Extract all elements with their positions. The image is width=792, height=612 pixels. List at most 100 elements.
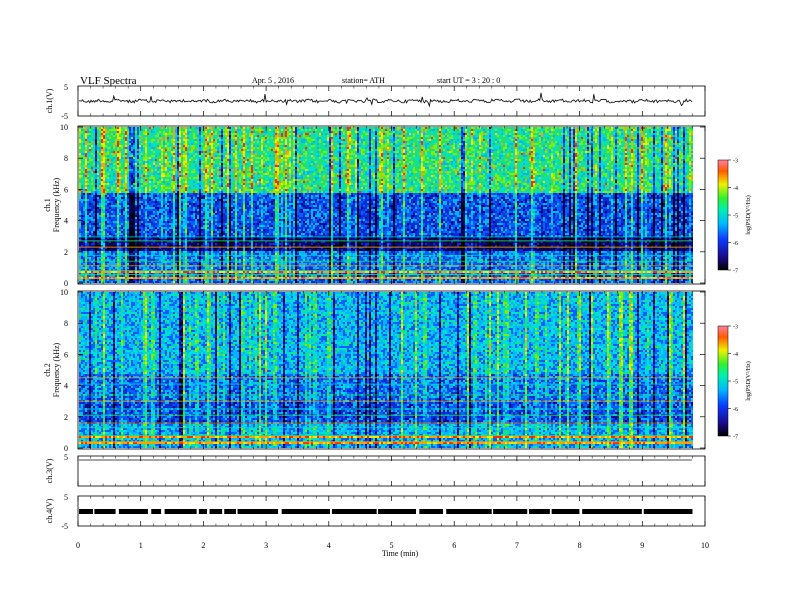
spectrogram-cell	[91, 143, 93, 145]
spectrogram-cell	[93, 173, 95, 175]
spectrogram-cell	[89, 151, 91, 153]
spectrogram-cell	[83, 221, 85, 223]
spectrogram-cell	[89, 209, 91, 211]
spectrogram-cell	[91, 211, 93, 213]
spectrogram-cell	[97, 149, 99, 151]
spectrogram-cell	[99, 135, 101, 137]
spectrogram-cell	[81, 181, 83, 183]
spectrogram-cell	[79, 175, 81, 177]
spectrogram-cell	[83, 259, 85, 261]
spectrogram-cell	[93, 181, 95, 183]
spectrogram-cell	[95, 275, 97, 277]
spectrogram-cell	[95, 205, 97, 207]
spectrogram-cell	[93, 243, 95, 245]
spectrogram-cell	[89, 135, 91, 137]
spectrogram-cell	[83, 257, 85, 259]
spectrogram-cell	[93, 199, 95, 201]
spectrogram-cell	[97, 193, 99, 195]
spectrogram-cell	[91, 229, 93, 231]
spectrogram-cell	[93, 183, 95, 185]
spectrogram-cell	[87, 127, 89, 129]
spectrogram-cell	[89, 227, 91, 229]
spectrogram-cell	[85, 165, 87, 167]
start-time-label: start UT = 3 : 20 : 0	[437, 76, 500, 85]
spectrogram-cell	[85, 147, 87, 149]
spectrogram-cell	[81, 137, 83, 139]
spectrogram-cell	[83, 137, 85, 139]
spectrogram-cell	[97, 253, 99, 255]
spectrogram-cell	[83, 211, 85, 213]
spectrogram-cell	[85, 141, 87, 143]
spectrogram-cell	[79, 151, 81, 153]
spectrogram-cell	[79, 209, 81, 211]
spectrogram-cell	[85, 207, 87, 209]
spectrogram-cell	[89, 171, 91, 173]
spectrogram-cell	[87, 213, 89, 215]
spectrogram-cell	[95, 171, 97, 173]
spectrogram-cell	[79, 259, 81, 261]
spectrogram-cell	[83, 179, 85, 181]
spectrogram-cell	[89, 267, 91, 269]
spectrogram-cell	[97, 169, 99, 171]
spectrogram-cell	[97, 187, 99, 189]
spectrogram-cell	[81, 233, 83, 235]
spectrogram-cell	[95, 177, 97, 179]
spectrogram-cell	[91, 281, 93, 283]
spectrogram-cell	[81, 171, 83, 173]
spectrogram-cell	[83, 163, 85, 165]
spectrogram-cell	[97, 281, 99, 283]
spectrogram-cell	[95, 159, 97, 161]
spectrogram-cell	[79, 187, 81, 189]
spectrogram-cell	[93, 175, 95, 177]
spectrogram-cell	[85, 149, 87, 151]
spectrogram-cell	[83, 267, 85, 269]
spectrogram-cell	[89, 215, 91, 217]
spectrogram-cell	[87, 263, 89, 265]
spectrogram-cell	[97, 147, 99, 149]
spectrogram-cell	[85, 229, 87, 231]
spectrogram-cell	[85, 211, 87, 213]
spectrogram-cell	[97, 207, 99, 209]
spectrogram-cell	[95, 229, 97, 231]
figure-title: VLF Spectra	[80, 75, 137, 87]
spectrogram-cell	[93, 275, 95, 277]
spectrogram-cell	[85, 179, 87, 181]
spectrogram-cell	[97, 183, 99, 185]
spectrogram-cell	[79, 275, 81, 277]
spectrogram-cell	[89, 175, 91, 177]
spectrogram-cell	[89, 195, 91, 197]
spectrogram-cell	[97, 259, 99, 261]
spectrogram-cell	[83, 171, 85, 173]
spectrogram-cell	[85, 163, 87, 165]
spectrogram-cell	[81, 129, 83, 131]
spectrogram-cell	[81, 175, 83, 177]
spectrogram-cell	[89, 213, 91, 215]
spectrogram-cell	[91, 251, 93, 253]
spectrogram-cell	[83, 223, 85, 225]
spectrogram-cell	[93, 213, 95, 215]
spectrogram-cell	[81, 169, 83, 171]
spectrogram-cell	[85, 167, 87, 169]
spectrogram-cell	[87, 195, 89, 197]
spectrogram-cell	[93, 279, 95, 281]
spectrogram-cell	[81, 195, 83, 197]
spectrogram-cell	[85, 171, 87, 173]
spectrogram-cell	[87, 229, 89, 231]
spectrogram-cell	[87, 173, 89, 175]
spectrogram-cell	[87, 191, 89, 193]
spectrogram-cell	[89, 133, 91, 135]
spectrogram-cell	[89, 155, 91, 157]
spectrogram-cell	[95, 227, 97, 229]
spectrogram-cell	[97, 133, 99, 135]
spectrogram-cell	[87, 231, 89, 233]
spectrogram-cell	[87, 249, 89, 251]
spectrogram-cell	[85, 161, 87, 163]
spectrogram-cell	[87, 171, 89, 173]
spectrogram-cell	[87, 169, 89, 171]
spectrogram-cell	[87, 133, 89, 135]
spectrogram-cell	[81, 153, 83, 155]
spectrogram-cell	[93, 281, 95, 283]
spectrogram-cell	[97, 267, 99, 269]
spectrogram-cell	[89, 207, 91, 209]
spectrogram-cell	[95, 249, 97, 251]
